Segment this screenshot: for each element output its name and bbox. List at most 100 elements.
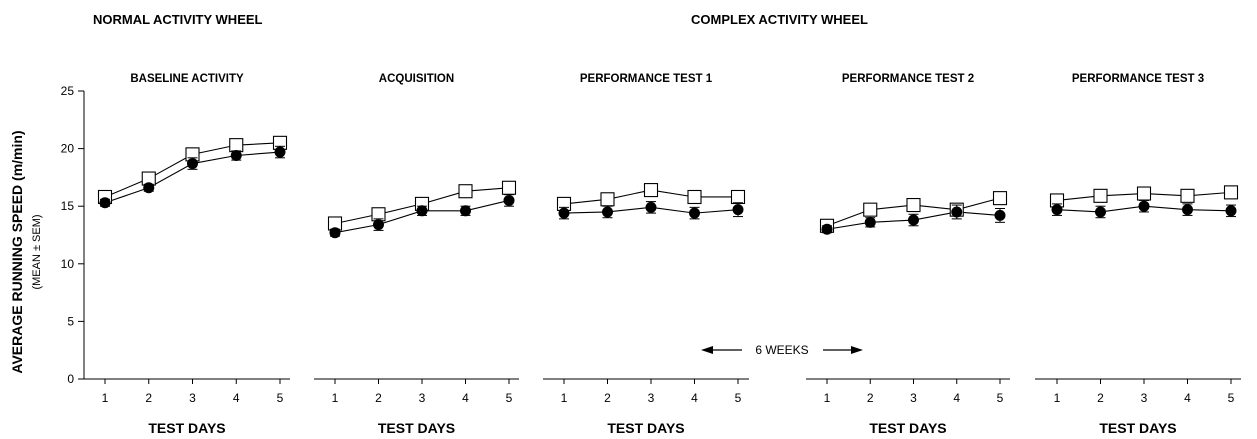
- data-point-circle: [143, 182, 155, 194]
- data-point-circle: [503, 194, 515, 206]
- x-tick-label: 5: [1228, 391, 1235, 405]
- x-tick-label: 3: [910, 391, 917, 405]
- panel-2: ACQUISITION 1 2 3 4 5 TEST DAYS: [314, 73, 519, 436]
- x-tick-label: 4: [462, 391, 469, 405]
- data-point-circle: [460, 205, 471, 217]
- y-tick-label: 10: [61, 257, 75, 271]
- x-tick-label: 3: [419, 391, 426, 405]
- data-point-circle: [908, 214, 919, 226]
- data-point-square: [458, 184, 473, 199]
- data-point-square: [730, 189, 746, 205]
- arrow-right-head-icon: [851, 346, 863, 354]
- arrow-left-head-icon: [701, 346, 713, 354]
- x-tick-label: 4: [691, 391, 698, 405]
- x-tick-label: 2: [145, 391, 152, 405]
- y-tick-label: 0: [67, 372, 74, 386]
- x-tick-label: 2: [1097, 391, 1104, 405]
- data-point-circle: [821, 223, 833, 235]
- data-point-circle: [1138, 200, 1150, 212]
- x-tick-label: 4: [953, 391, 960, 405]
- data-point-square: [1136, 186, 1152, 201]
- x-tick-label: 2: [375, 391, 382, 405]
- series-filled-circle: [821, 204, 1006, 235]
- x-axis-label: TEST DAYS: [378, 420, 455, 436]
- data-point-circle: [732, 204, 744, 216]
- panel-title: ACQUISITION: [379, 73, 454, 85]
- x-tick-label: 5: [997, 391, 1004, 405]
- y-axis-label: AVERAGE RUNNING SPEED (m/min): [9, 130, 25, 373]
- x-axis-label: TEST DAYS: [869, 420, 946, 436]
- series-filled-circle: [558, 201, 744, 220]
- panel-3: PERFORMANCE TEST 1 1 2 3 4 5 TEST DAYS: [543, 73, 749, 436]
- x-tick-label: 1: [824, 391, 831, 405]
- x-tick-label: 3: [648, 391, 655, 405]
- panel-5: PERFORMANCE TEST 3 1 2 3 4 5 TEST DAYS: [1035, 73, 1241, 436]
- x-axis-label: TEST DAYS: [1099, 420, 1176, 436]
- data-point-circle: [416, 205, 428, 217]
- x-tick-label: 1: [1054, 391, 1061, 405]
- x-tick-label: 1: [332, 391, 339, 405]
- data-point-circle: [689, 207, 700, 219]
- data-point-square: [863, 202, 878, 217]
- data-point-circle: [187, 158, 198, 170]
- data-point-circle: [373, 219, 384, 231]
- data-point-square: [501, 180, 517, 195]
- data-point-square: [600, 192, 615, 207]
- x-tick-label: 5: [277, 391, 284, 405]
- complex-wheel-header: COMPLEX ACTIVITY WHEEL: [691, 12, 868, 27]
- six-weeks-label: 6 WEEKS: [755, 343, 808, 357]
- data-point-square: [1223, 185, 1239, 200]
- data-point-circle: [1225, 205, 1237, 217]
- x-axis-label: TEST DAYS: [148, 420, 225, 436]
- x-tick-label: 5: [506, 391, 513, 405]
- data-point-circle: [602, 206, 613, 218]
- data-point-square: [1093, 188, 1108, 203]
- data-point-circle: [329, 227, 341, 239]
- y-tick-label: 20: [61, 142, 75, 156]
- y-tick-label: 15: [61, 199, 75, 213]
- series-filled-circle: [1051, 199, 1237, 219]
- data-point-square: [1180, 188, 1195, 203]
- data-point-circle: [99, 197, 111, 209]
- x-tick-label: 2: [867, 391, 874, 405]
- panel-title: PERFORMANCE TEST 2: [842, 73, 974, 85]
- x-tick-label: 1: [561, 391, 568, 405]
- data-point-square: [229, 138, 244, 153]
- data-point-circle: [230, 150, 242, 162]
- panel-title: PERFORMANCE TEST 1: [580, 73, 713, 85]
- data-point-square: [687, 189, 702, 205]
- y-tick-label: 25: [61, 84, 75, 98]
- data-point-circle: [994, 209, 1006, 221]
- data-point-circle: [558, 207, 570, 219]
- data-point-circle: [951, 206, 963, 218]
- data-point-square: [992, 191, 1008, 206]
- panel-title: BASELINE ACTIVITY: [130, 73, 244, 85]
- y-axis-sublabel: (MEAN ± SEM): [31, 214, 43, 289]
- data-point-circle: [1095, 206, 1106, 218]
- six-weeks-annotation: 6 WEEKS: [701, 343, 863, 357]
- x-tick-label: 4: [1184, 391, 1191, 405]
- x-tick-label: 5: [735, 391, 742, 405]
- data-point-circle: [645, 201, 657, 213]
- x-axis-label: TEST DAYS: [607, 420, 684, 436]
- x-tick-label: 4: [233, 391, 240, 405]
- normal-wheel-header: NORMAL ACTIVITY WHEEL: [93, 12, 263, 27]
- data-point-square: [643, 183, 659, 198]
- data-point-circle: [864, 216, 876, 228]
- x-tick-label: 3: [1141, 391, 1148, 405]
- series-filled-circle: [329, 194, 515, 239]
- data-point-circle: [1182, 204, 1193, 216]
- series-filled-circle: [99, 145, 286, 209]
- data-point-circle: [274, 146, 286, 158]
- panel-title: PERFORMANCE TEST 3: [1072, 73, 1204, 85]
- panel-1: BASELINE ACTIVITY 1 2 3 4 5 TEST DAYS 0 5 10 15 20 2…: [61, 73, 290, 436]
- x-tick-label: 3: [189, 391, 196, 405]
- x-tick-label: 2: [604, 391, 611, 405]
- series-open-square: [97, 135, 288, 205]
- x-tick-label: 1: [102, 391, 109, 405]
- data-point-square: [906, 197, 921, 213]
- y-tick-label: 5: [67, 314, 74, 328]
- panel-4: PERFORMANCE TEST 2 1 2 3 4 5 TEST DAYS: [806, 73, 1010, 436]
